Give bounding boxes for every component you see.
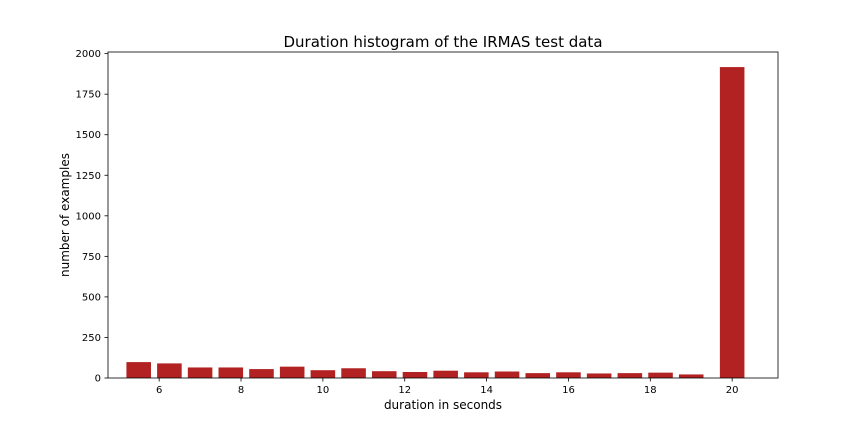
histogram-bar xyxy=(586,373,612,378)
x-tick-label: 10 xyxy=(317,385,330,396)
x-tick-label: 14 xyxy=(480,385,493,396)
histogram-bar xyxy=(126,362,151,378)
histogram-bar xyxy=(678,374,704,378)
x-tick-label: 12 xyxy=(398,385,411,396)
y-tick-label: 0 xyxy=(95,374,101,385)
histogram-bar xyxy=(494,371,520,378)
histogram-bar xyxy=(433,370,458,378)
histogram-bar xyxy=(157,363,182,378)
histogram-bar xyxy=(525,373,551,378)
y-tick-label: 1500 xyxy=(76,130,101,141)
y-tick-label: 500 xyxy=(82,292,101,303)
histogram-bar xyxy=(249,369,274,378)
histogram-bar xyxy=(556,372,581,378)
histogram-bar xyxy=(279,366,305,378)
y-tick-label: 750 xyxy=(82,252,101,263)
y-axis-label: number of examples xyxy=(58,153,72,277)
x-tick-label: 16 xyxy=(562,385,575,396)
y-tick-label: 2000 xyxy=(76,49,101,60)
plot-frame xyxy=(107,51,779,379)
x-axis-label: duration in seconds xyxy=(384,398,502,412)
y-tick-label: 1250 xyxy=(76,171,101,182)
y-tick-label: 250 xyxy=(82,333,101,344)
histogram-bar xyxy=(719,67,745,378)
histogram-bar xyxy=(187,367,213,378)
histogram-bar xyxy=(402,372,428,378)
histogram-bar xyxy=(341,368,366,378)
histogram-bar xyxy=(371,371,397,378)
bars-layer xyxy=(126,67,745,378)
x-tick-label: 6 xyxy=(156,385,162,396)
ticks-layer: 6 8 10 12 14 16 18 20 0 250 500 750 1000 1250 1500 1750… xyxy=(76,49,739,396)
x-tick-label: 8 xyxy=(238,385,244,396)
y-tick-label: 1750 xyxy=(76,90,101,101)
histogram-bar xyxy=(310,370,336,378)
x-tick-label: 18 xyxy=(644,385,657,396)
histogram-bar xyxy=(218,367,244,378)
histogram-bar xyxy=(464,372,489,378)
chart-title: Duration histogram of the IRMAS test dat… xyxy=(283,33,602,51)
histogram-bar xyxy=(617,373,643,378)
histogram-bar xyxy=(648,372,673,378)
y-tick-label: 1000 xyxy=(76,211,101,222)
x-tick-label: 20 xyxy=(726,385,739,396)
